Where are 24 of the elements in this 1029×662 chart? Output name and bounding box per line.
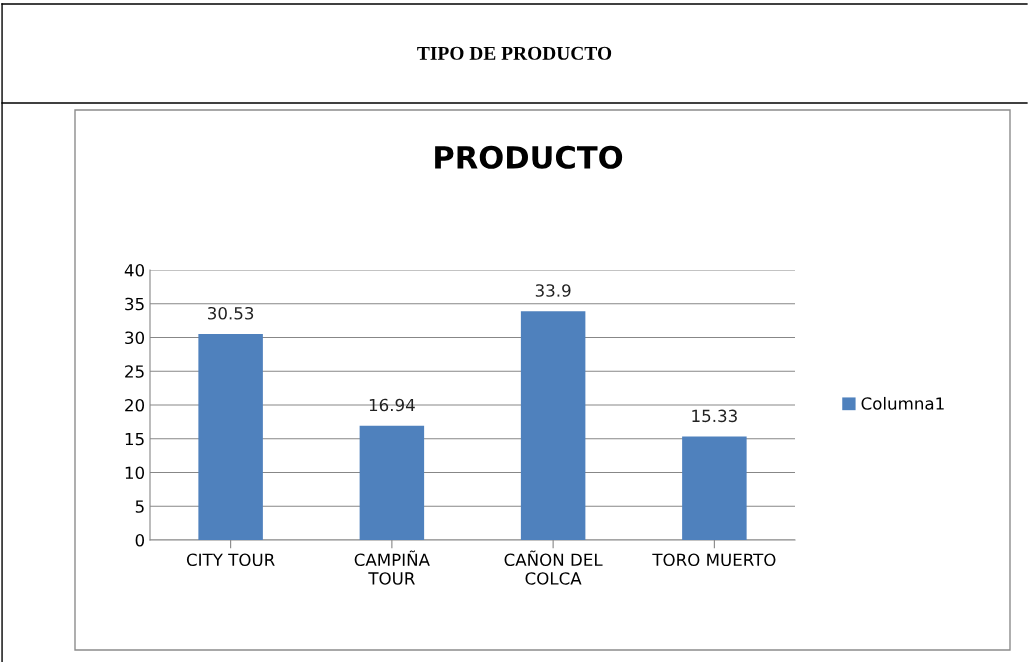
y-tick-label: 40 <box>124 263 145 277</box>
data-label: 15.33 <box>692 409 737 423</box>
bar <box>359 425 425 540</box>
x-tick-label: CAÑON DEL COLCA <box>504 550 603 585</box>
data-label: 16.94 <box>369 398 415 412</box>
legend-label: Columna1 <box>861 396 944 410</box>
y-tick-label: 10 <box>125 466 145 480</box>
bar <box>682 436 747 540</box>
y-tick-label: 15 <box>125 432 144 446</box>
x-tick-label: CITY TOUR <box>186 553 275 567</box>
x-tick-label: CAMPIÑA TOUR <box>354 550 430 585</box>
chart-title: TIPO DE PRODUCTO <box>417 46 612 60</box>
data-label: 33.9 <box>535 284 571 297</box>
y-tick-label: 30 <box>125 331 145 345</box>
bar <box>198 333 263 540</box>
chart-subtitle: PRODUCTO <box>435 145 623 169</box>
y-tick-label: 20 <box>125 398 145 412</box>
x-tick-label: TORO MUERTO <box>652 553 776 567</box>
y-tick-label: 5 <box>135 500 144 513</box>
y-tick-label: 0 <box>135 533 145 547</box>
y-tick-label: 25 <box>125 365 144 378</box>
bar <box>520 311 586 540</box>
y-tick-label: 35 <box>125 297 144 311</box>
data-label: 30.53 <box>208 306 254 320</box>
